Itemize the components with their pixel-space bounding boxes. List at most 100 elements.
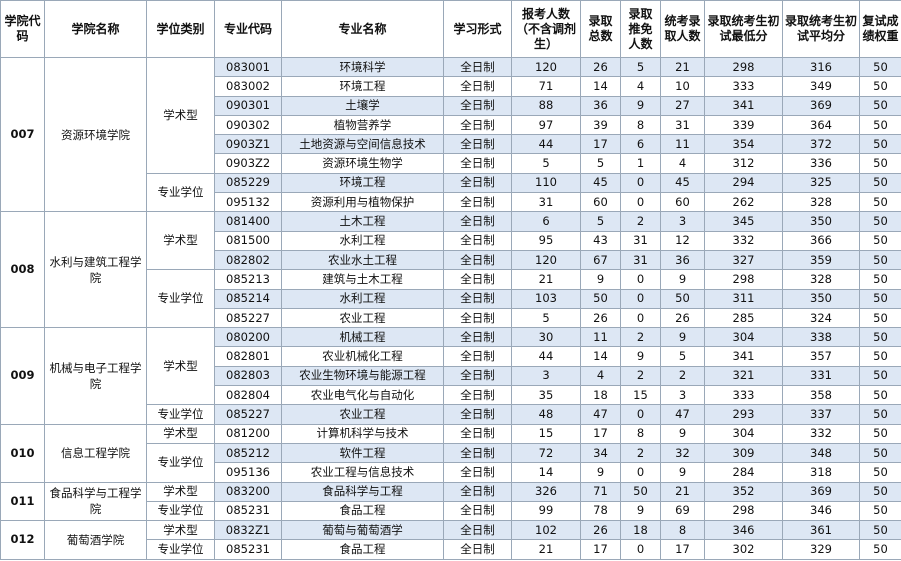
cell: 081200 — [214, 423, 282, 444]
cell: 0 — [620, 539, 661, 560]
cell: 15 — [620, 385, 661, 406]
cell: 50 — [859, 462, 901, 483]
cell: 99 — [511, 500, 581, 522]
cell: 318 — [782, 462, 860, 483]
cell: 78 — [580, 500, 621, 522]
cell: 土地资源与空间信息技术 — [281, 134, 444, 155]
cell: 17 — [580, 134, 621, 155]
cell: 5 — [620, 56, 661, 78]
cell: 329 — [782, 539, 860, 560]
cell: 36 — [580, 95, 621, 116]
table-row: 0903Z2 资源环境生物学 全日制 5 5 1 4 312 336 50 — [1, 153, 901, 174]
cell: 333 — [704, 385, 783, 406]
cell: 21 — [511, 539, 581, 560]
cell: 14 — [580, 76, 621, 97]
degree-type: 学术型 — [146, 423, 215, 444]
cell: 31 — [620, 249, 661, 271]
cell: 332 — [704, 230, 783, 251]
cell: 298 — [704, 56, 783, 78]
cell: 44 — [511, 134, 581, 155]
cell: 26 — [580, 307, 621, 329]
cell: 0903Z1 — [214, 134, 282, 155]
cell: 103 — [511, 288, 581, 309]
college-code: 010 — [0, 423, 45, 483]
cell: 302 — [704, 539, 783, 560]
cell: 45 — [580, 172, 621, 194]
cell: 葡萄与葡萄酒学 — [281, 520, 444, 541]
cell: 食品科学与工程 — [281, 481, 444, 502]
cell: 9 — [580, 269, 621, 290]
degree-type: 学术型 — [146, 520, 215, 541]
cell: 082804 — [214, 385, 282, 406]
cell: 324 — [782, 307, 860, 329]
cell: 6 — [620, 134, 661, 155]
cell: 12 — [660, 230, 705, 251]
college-name: 食品科学与工程学院 — [44, 481, 147, 522]
cell: 50 — [859, 172, 901, 194]
cell: 5 — [580, 153, 621, 174]
cell: 18 — [620, 520, 661, 541]
cell: 43 — [580, 230, 621, 251]
cell: 26 — [580, 56, 621, 78]
cell: 全日制 — [443, 385, 512, 406]
cell: 3 — [660, 385, 705, 406]
cell: 60 — [660, 192, 705, 213]
degree-type: 专业学位 — [146, 539, 215, 560]
degree-type: 学术型 — [146, 327, 215, 406]
cell: 304 — [704, 327, 783, 348]
degree-type: 专业学位 — [146, 269, 215, 329]
cell: 8 — [660, 520, 705, 541]
cell: 3 — [511, 365, 581, 387]
column-header: 统考录取人数 — [660, 0, 705, 58]
cell: 350 — [782, 211, 860, 232]
cell: 17 — [580, 423, 621, 444]
college-code: 012 — [0, 520, 45, 560]
cell: 082803 — [214, 365, 282, 387]
cell: 331 — [782, 365, 860, 387]
degree-type: 学术型 — [146, 211, 215, 271]
table-row: 专业学位 085229 环境工程 全日制 110 45 0 45 294 325 50 — [1, 172, 901, 213]
cell: 计算机科学与技术 — [281, 423, 444, 444]
cell: 31 — [620, 230, 661, 251]
cell: 全日制 — [443, 404, 512, 425]
table-row: 专业学位 085212 软件工程 全日制 72 34 2 32 309 348 50 — [1, 442, 901, 483]
cell: 5 — [511, 153, 581, 174]
cell: 081500 — [214, 230, 282, 251]
cell: 67 — [580, 249, 621, 271]
cell: 0 — [620, 462, 661, 483]
table-row: 009 机械与电子工程学院 学术型 080200 机械工程 全日制 30 11 2 9 304 338… — [0, 327, 901, 425]
cell: 0 — [620, 172, 661, 194]
degree-type: 专业学位 — [146, 404, 215, 425]
cell: 17 — [660, 539, 705, 560]
cell: 50 — [859, 423, 901, 444]
cell: 全日制 — [443, 153, 512, 174]
cell: 352 — [704, 481, 783, 502]
cell: 0903Z2 — [214, 153, 282, 174]
cell: 50 — [859, 288, 901, 309]
cell: 50 — [660, 288, 705, 309]
cell: 083200 — [214, 481, 282, 502]
cell: 9 — [660, 327, 705, 348]
cell: 083001 — [214, 56, 282, 78]
table-row: 007 资源环境学院 学术型 083001 环境科学 全日制 120 26 5 21 298 316 5… — [0, 56, 901, 213]
column-header: 专业代码 — [214, 0, 282, 58]
cell: 4 — [620, 76, 661, 97]
cell: 5 — [580, 211, 621, 232]
cell: 339 — [704, 114, 783, 136]
college-code: 011 — [0, 481, 45, 522]
college-name: 机械与电子工程学院 — [44, 327, 147, 425]
cell: 软件工程 — [281, 442, 444, 464]
table-row: 专业学位 085227 农业工程 全日制 48 47 0 47 293 337 50 — [1, 404, 901, 425]
cell: 285 — [704, 307, 783, 329]
cell: 082801 — [214, 346, 282, 367]
cell: 10 — [660, 76, 705, 97]
cell: 50 — [859, 481, 901, 502]
degree-type: 专业学位 — [146, 442, 215, 483]
table-row: 085214 水利工程 全日制 103 50 0 50 311 350 50 — [1, 288, 901, 309]
cell: 298 — [704, 500, 783, 522]
cell: 2 — [620, 211, 661, 232]
college-name: 资源环境学院 — [44, 56, 147, 213]
cell: 354 — [704, 134, 783, 155]
cell: 全日制 — [443, 56, 512, 78]
cell: 全日制 — [443, 114, 512, 136]
